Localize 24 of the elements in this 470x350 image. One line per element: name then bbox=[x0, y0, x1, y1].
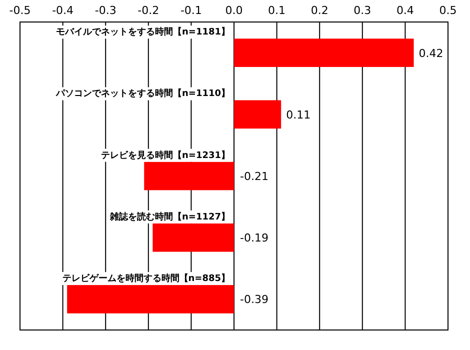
x-tick-label: -0.1 bbox=[180, 4, 202, 17]
x-tick-label: -0.5 bbox=[9, 4, 31, 17]
x-tick-label: 0.5 bbox=[439, 4, 457, 17]
x-tick-label: 0.4 bbox=[396, 4, 414, 17]
y-tick-label: パソコンでネットをする時間【n=1110】 bbox=[55, 88, 230, 100]
y-tick-label: テレビを見る時間【n=1231】 bbox=[101, 150, 230, 161]
y-tick-label: テレビゲームを時間する時間【n=885】 bbox=[62, 273, 230, 284]
x-tick-label: -0.3 bbox=[94, 4, 116, 17]
x-tick-label: -0.2 bbox=[138, 4, 160, 17]
x-tick-label: 0.1 bbox=[268, 4, 286, 17]
x-tick-label: 0.2 bbox=[310, 4, 328, 17]
bar bbox=[234, 100, 282, 129]
bar bbox=[234, 38, 414, 67]
y-tick-label: 雑誌を読む時間【n=1127】 bbox=[109, 211, 230, 222]
x-tick-label: 0.3 bbox=[354, 4, 372, 17]
data-label: 0.11 bbox=[286, 108, 311, 122]
x-tick-label: 0.0 bbox=[225, 4, 243, 17]
bar bbox=[67, 285, 234, 314]
y-tick-label: モバイルでネットをする時間【n=1181】 bbox=[56, 26, 230, 38]
data-label: -0.19 bbox=[240, 232, 268, 245]
data-label: -0.39 bbox=[240, 293, 268, 306]
x-tick-label: -0.4 bbox=[52, 4, 74, 17]
data-label: 0.42 bbox=[418, 46, 444, 60]
data-label: -0.21 bbox=[240, 170, 268, 183]
